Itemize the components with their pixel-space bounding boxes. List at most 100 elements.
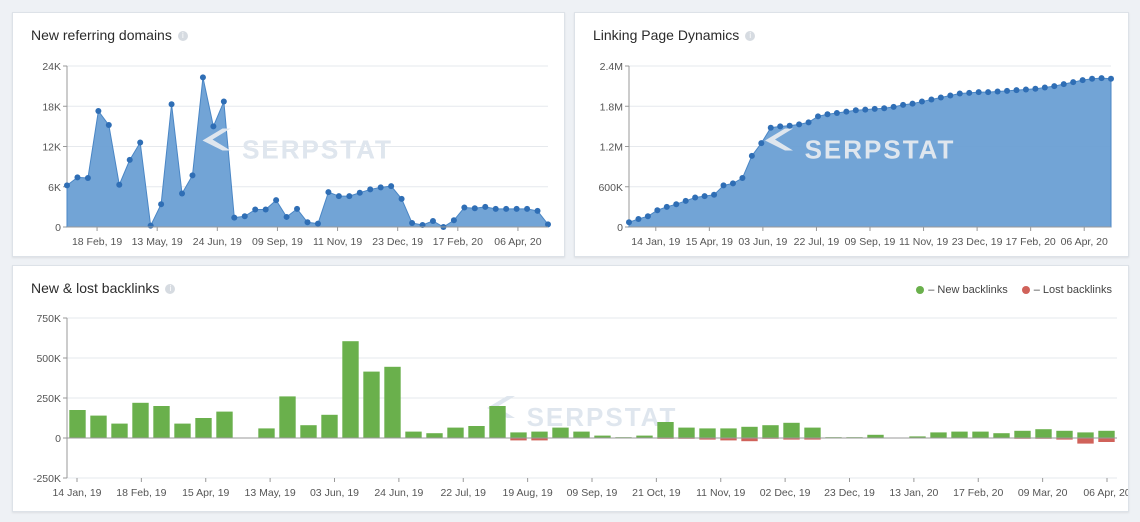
legend-new-backlinks[interactable]: – New backlinks: [916, 284, 1008, 296]
bar-new-backlinks: [930, 432, 947, 438]
y-tick-label: 12K: [42, 142, 61, 154]
data-point: [252, 206, 259, 213]
watermark: SERPSTAT: [202, 128, 391, 165]
data-point: [335, 193, 342, 200]
legend-lost-backlinks[interactable]: – Lost backlinks: [1021, 284, 1112, 296]
data-point: [918, 98, 925, 105]
bar-lost-backlinks: [804, 438, 821, 440]
bar-new-backlinks: [1056, 430, 1073, 438]
data-point: [126, 156, 133, 163]
data-point: [711, 191, 718, 198]
data-point: [682, 197, 689, 204]
bar-new-backlinks: [279, 396, 296, 438]
bar-new-backlinks: [867, 434, 884, 438]
info-icon[interactable]: i: [165, 284, 176, 295]
data-point: [105, 122, 112, 129]
bar-lost-backlinks: [741, 438, 758, 442]
bar-new-backlinks: [90, 415, 107, 438]
data-point: [928, 96, 935, 103]
data-point: [189, 172, 196, 179]
data-point: [168, 101, 175, 108]
data-point: [482, 203, 489, 210]
data-point: [95, 107, 102, 114]
bar-new-backlinks: [1077, 432, 1094, 438]
data-point: [325, 189, 332, 196]
info-icon[interactable]: i: [177, 31, 188, 42]
bar-lost-backlinks: [699, 438, 716, 440]
data-point: [513, 205, 520, 212]
y-tick-label: 500K: [36, 353, 61, 365]
data-point: [900, 101, 907, 108]
data-point: [758, 140, 765, 147]
x-tick-label: 13 May, 19: [245, 487, 296, 499]
x-tick-label: 23 Dec, 19: [824, 487, 875, 499]
data-point: [210, 123, 217, 130]
data-point: [909, 100, 916, 107]
data-point: [409, 219, 416, 226]
data-point: [1108, 75, 1114, 82]
data-point: [147, 222, 154, 229]
data-point: [199, 74, 206, 81]
data-point: [815, 113, 822, 120]
data-point: [398, 195, 405, 202]
x-tick-label: 03 Jun, 19: [310, 487, 359, 499]
data-point: [956, 90, 963, 97]
y-tick-label: 18K: [42, 101, 61, 113]
y-tick-label: 24K: [42, 61, 61, 73]
x-tick-label: 11 Nov, 19: [899, 236, 948, 248]
bar-new-backlinks: [678, 427, 695, 438]
data-point: [84, 175, 91, 182]
x-tick-label: 15 Apr, 19: [686, 236, 733, 248]
data-point: [262, 206, 269, 213]
data-point: [179, 190, 186, 197]
x-tick-label: 17 Feb, 20: [433, 236, 483, 248]
data-point: [729, 180, 736, 187]
data-point: [273, 197, 280, 204]
bar-lost-backlinks: [1077, 438, 1094, 444]
x-tick-label: 03 Jun, 19: [738, 236, 787, 248]
data-point: [720, 182, 727, 189]
bar-new-backlinks: [489, 406, 506, 438]
info-icon[interactable]: i: [745, 31, 756, 42]
data-point: [663, 203, 670, 210]
data-point: [377, 184, 384, 191]
x-tick-label: 09 Sep, 19: [845, 236, 896, 248]
x-tick-label: 18 Feb, 19: [116, 487, 166, 499]
backlinks-panel: New & lost backlinks i – New backlinks – …: [12, 265, 1129, 512]
data-point: [1089, 75, 1096, 82]
data-point: [314, 220, 321, 227]
data-point: [534, 207, 541, 214]
bar-new-backlinks: [1035, 429, 1052, 438]
data-point: [503, 205, 510, 212]
data-point: [1013, 87, 1020, 94]
x-tick-label: 19 Aug, 19: [503, 487, 553, 499]
bar-new-backlinks: [405, 431, 422, 438]
bar-new-backlinks: [657, 422, 674, 438]
data-point: [74, 174, 81, 181]
bar-new-backlinks: [552, 427, 569, 438]
data-point: [241, 213, 248, 220]
bar-new-backlinks: [531, 431, 548, 438]
y-tick-label: 2.4M: [600, 61, 623, 73]
bar-new-backlinks: [510, 432, 527, 438]
data-point: [843, 108, 850, 115]
bar-new-backlinks: [951, 431, 968, 438]
linking-page-chart: SERPSTAT 0 600K 1.2M 1.8M 2.4M 14 Jan, 19 15 Ap…: [598, 61, 1114, 248]
watermark: SERPSTAT: [487, 396, 675, 432]
linking-page-title: Linking Page Dynamics i: [593, 27, 756, 43]
data-point: [461, 204, 468, 211]
data-point: [748, 152, 755, 159]
x-tick-label: 22 Jul, 19: [794, 236, 840, 248]
watermark-text: SERPSTAT: [242, 135, 393, 165]
bar-lost-backlinks: [531, 438, 548, 441]
y-tick-label: 1.2M: [600, 142, 623, 154]
data-point: [1032, 85, 1039, 92]
y-tick-label: 600K: [598, 182, 623, 194]
bar-new-backlinks: [69, 410, 86, 438]
bar-new-backlinks: [972, 431, 989, 438]
bar-new-backlinks: [636, 435, 653, 438]
x-tick-label: 02 Dec, 19: [760, 487, 811, 499]
bar-lost-backlinks: [510, 438, 527, 441]
bar-new-backlinks: [363, 371, 380, 438]
data-point: [220, 98, 227, 105]
